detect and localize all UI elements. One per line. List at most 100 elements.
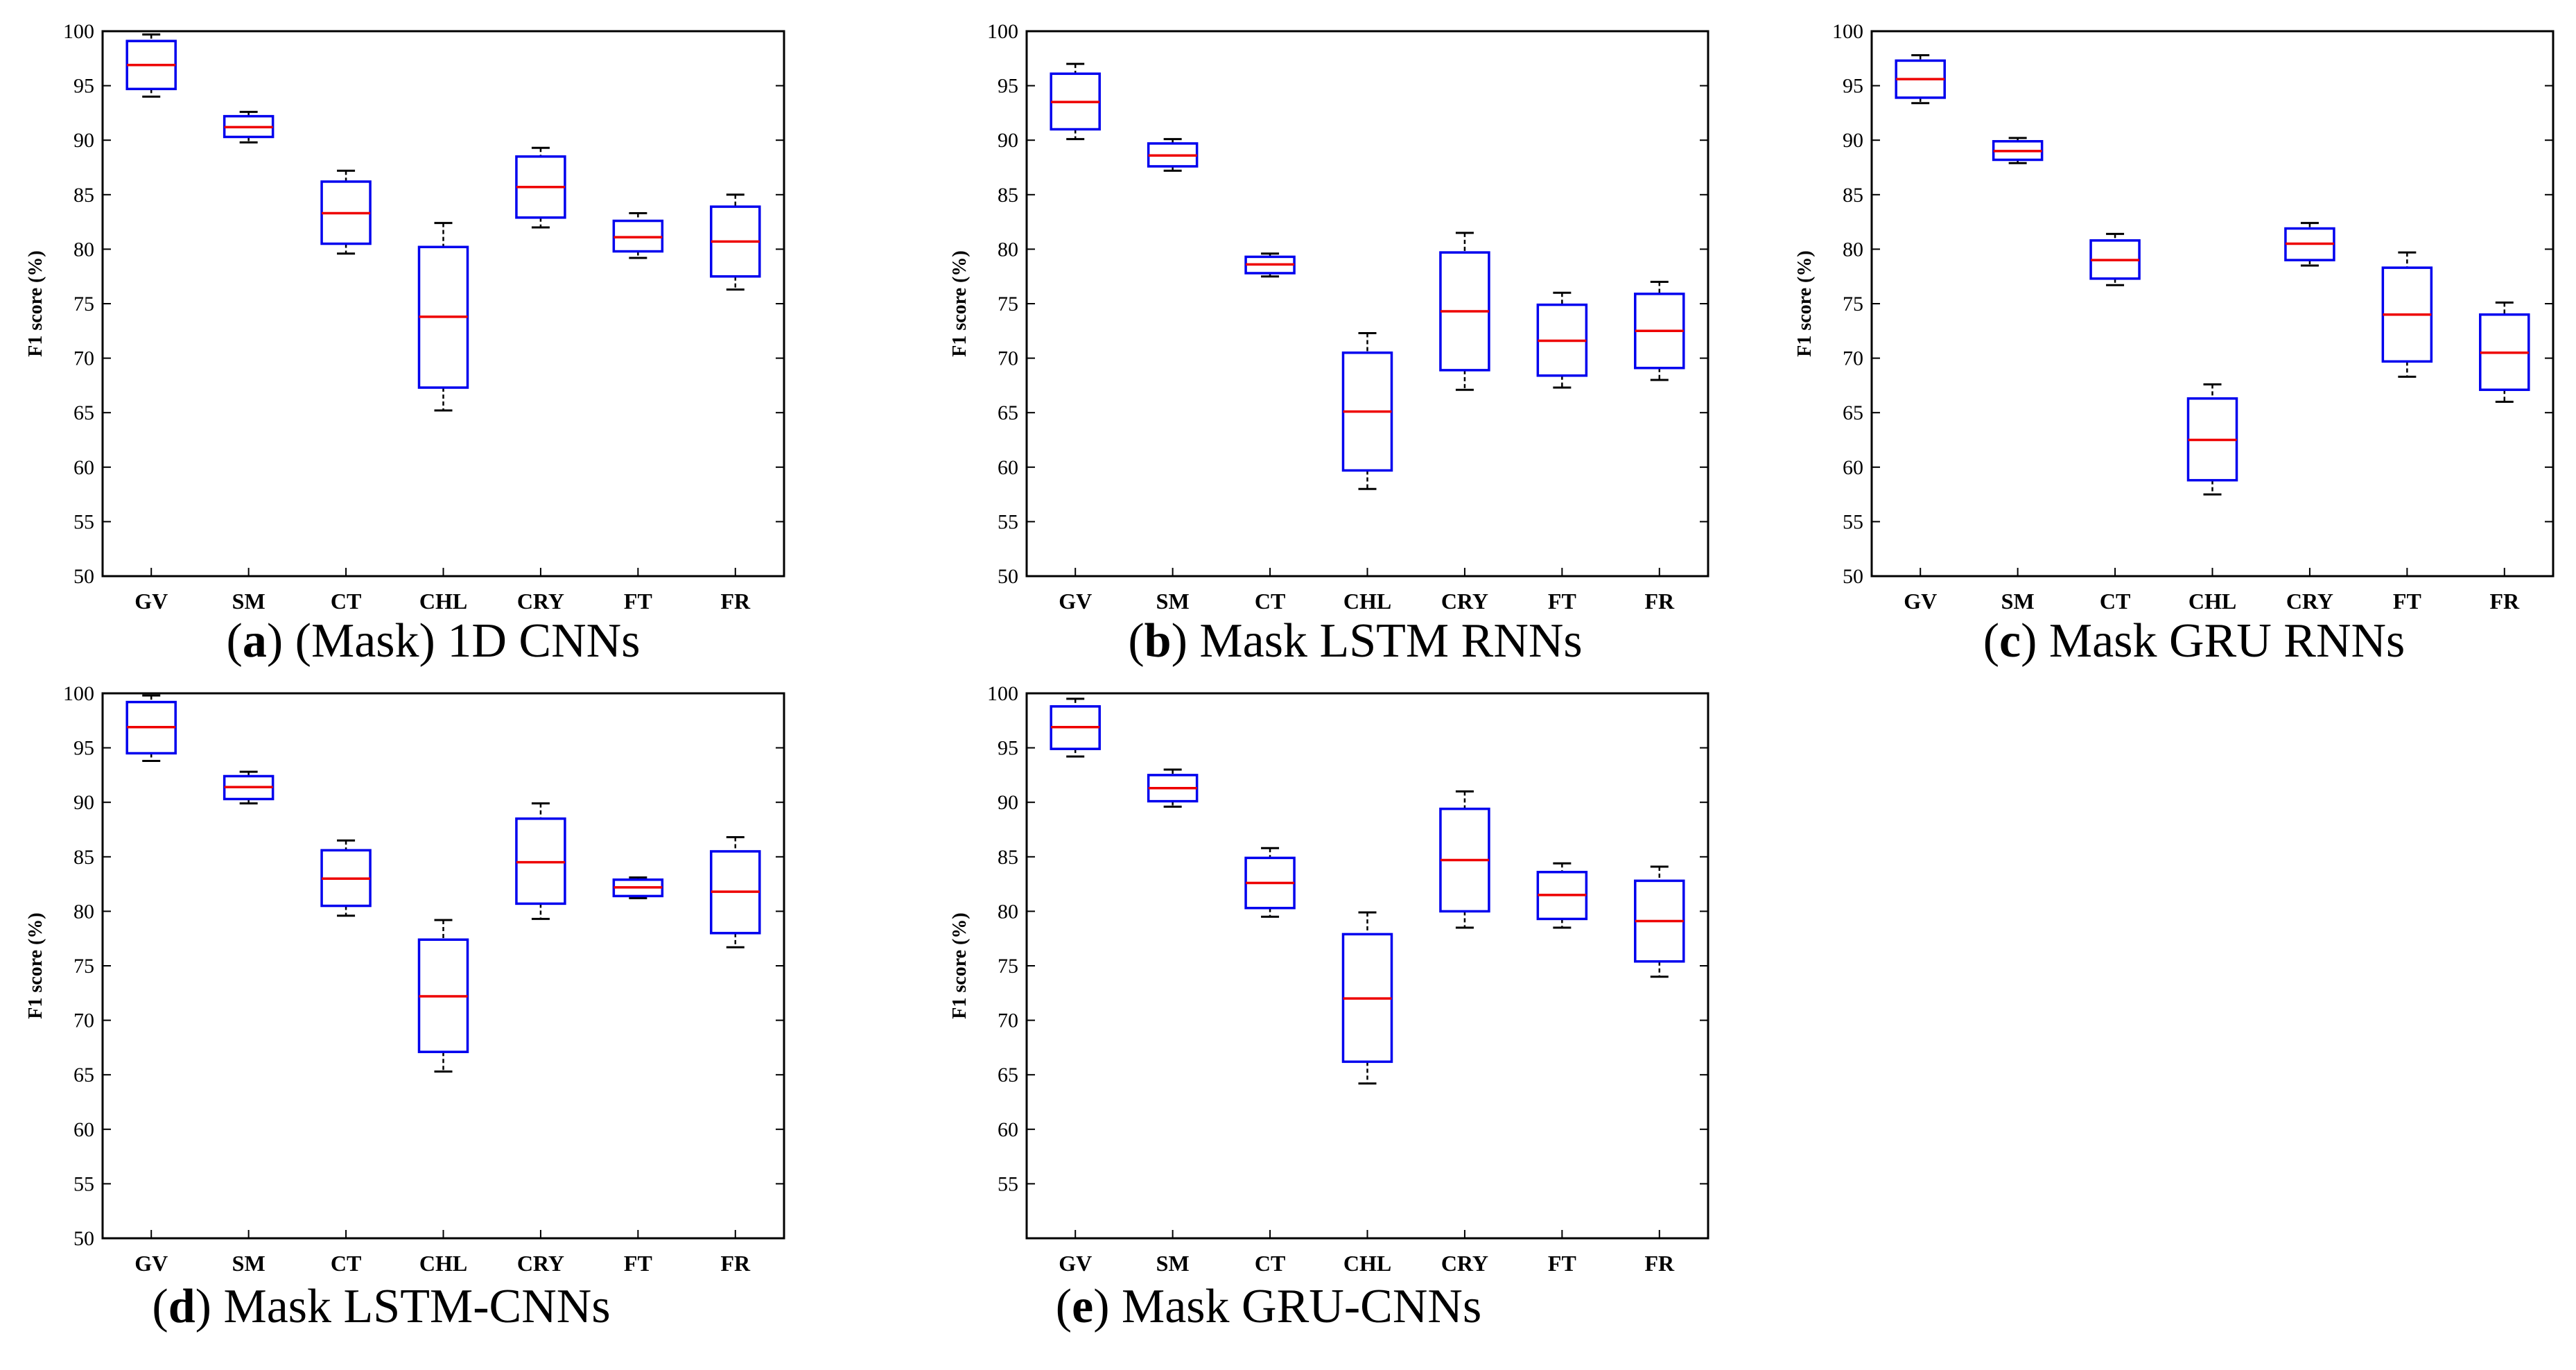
panel-c-ytick-label: 60	[1843, 456, 1863, 479]
panel-e-ytick-label: 70	[998, 1009, 1018, 1032]
panel-e-xtick-label-ft: FT	[1548, 1251, 1576, 1276]
panel-b-caption: (b) Mask LSTM RNNs	[1128, 614, 1583, 668]
panel-d-ytick-label: 100	[63, 682, 94, 705]
panel-d-ytick-label: 90	[73, 791, 94, 814]
panel-c-ylabel: F1 score (%)	[1794, 250, 1816, 356]
panel-d-title: ) Mask LSTM-CNNs	[195, 1280, 611, 1333]
panel-c-ytick-label: 95	[1843, 75, 1863, 98]
panel-b-xtick-label-fr: FR	[1644, 589, 1675, 614]
panel-d-box-gv	[125, 694, 177, 762]
panel-c-ytick-label: 90	[1843, 129, 1863, 152]
panel-e-xtick-label-sm: SM	[1156, 1251, 1190, 1276]
panel-b-title: ) Mask LSTM RNNs	[1171, 614, 1583, 668]
panel-d-ytick-label: 75	[73, 955, 94, 978]
panel-e-xtick-label-cry: CRY	[1441, 1251, 1488, 1276]
panel-e-xtick-label-chl: CHL	[1343, 1251, 1391, 1276]
panel-d-box-ft	[612, 876, 664, 900]
panel-c-xtick-label-sm: SM	[2001, 589, 2035, 614]
panel-b-ytick-label: 60	[998, 456, 1018, 479]
panel-b-xtick-label-cry: CRY	[1441, 589, 1488, 614]
panel-e-box-chl	[1341, 911, 1393, 1085]
panel-d-ytick-label: 50	[73, 1227, 94, 1250]
panel-c-xtick-label-fr: FR	[2489, 589, 2520, 614]
panel-a-ytick-label: 65	[73, 401, 94, 424]
panel-b-box-ft	[1536, 291, 1588, 389]
panel-e-xtick-label-ct: CT	[1255, 1251, 1285, 1276]
panel-b-box-ct	[1244, 252, 1296, 278]
panel-e-letter: e	[1072, 1280, 1094, 1333]
panel-b-ylabel: F1 score (%)	[949, 250, 971, 356]
panel-a-ytick-label: 95	[73, 75, 94, 98]
panel-a-xtick-label-fr: FR	[720, 589, 751, 614]
panel-b-xtick-label-gv: GV	[1059, 589, 1092, 614]
panel-e-ytick-label: 90	[998, 791, 1018, 814]
panel-d-xtick-label-gv: GV	[134, 1251, 168, 1276]
panel-d-ytick-label: 65	[73, 1064, 94, 1086]
panel-d-box-sm	[223, 770, 275, 805]
panel-e-title: ) Mask GRU-CNNs	[1093, 1280, 1482, 1333]
panel-c-xtick-label-ft: FT	[2393, 589, 2421, 614]
panel-e-ytick-label: 65	[998, 1064, 1018, 1086]
panel-c-box-gv	[1895, 54, 1946, 105]
panel-e-box-gv	[1050, 697, 1101, 758]
panel-e-chart: 55 60 65 70 75 80 85 90 95 100 F1 score (%) GV SM CT C…	[949, 682, 1709, 1276]
panel-b-xtick-label-chl: CHL	[1343, 589, 1391, 614]
panel-d-ytick-label: 85	[73, 846, 94, 869]
panel-a-ytick-label: 70	[73, 347, 94, 370]
panel-e-ytick-label: 60	[998, 1118, 1018, 1141]
panel-c-ytick-label: 75	[1843, 293, 1863, 315]
panel-c-box-chl	[2186, 383, 2238, 496]
panel-e-ytick-label: 100	[987, 682, 1018, 705]
panel-a-ytick-label: 80	[73, 238, 94, 261]
panel-a-box-ct	[320, 169, 372, 255]
panel-d-ytick-label: 55	[73, 1172, 94, 1195]
panel-a-xtick-label-ct: CT	[331, 589, 361, 614]
panel-c-caption: (c) Mask GRU RNNs	[1983, 614, 2405, 668]
panel-a-box-ft	[612, 212, 664, 259]
panel-c-ytick-label: 100	[1832, 20, 1863, 43]
panel-e-xtick-label-fr: FR	[1644, 1251, 1675, 1276]
panel-b-box-cry	[1439, 232, 1490, 391]
panel-d-chart: 50 55 60 65 70 75 80 85 90 95 100 F1 score (%) GV SM C…	[25, 682, 785, 1276]
panel-a-box-sm	[223, 110, 275, 144]
panel-b-ytick-label: 95	[998, 75, 1018, 98]
panel-d-box-cry	[515, 802, 566, 920]
panel-d-letter: d	[168, 1280, 195, 1333]
panel-c-xtick-label-cry: CRY	[2286, 589, 2333, 614]
panel-d-box-chl	[417, 919, 469, 1073]
panel-c-chart: 50 55 60 65 70 75 80 85 90 95 100 F1 score (%) GV SM C…	[1794, 20, 2555, 614]
panel-a-ytick-label: 90	[73, 129, 94, 152]
panel-d-xtick-label-fr: FR	[720, 1251, 751, 1276]
panel-a-box-cry	[515, 146, 566, 229]
panel-c-xtick-label-ct: CT	[2100, 589, 2130, 614]
panel-b-ytick-label: 75	[998, 293, 1018, 315]
panel-d-plot-frame	[101, 692, 785, 1240]
panel-a-caption: (a) (Mask) 1D CNNs	[226, 614, 641, 668]
panel-e-ytick-label: 55	[998, 1172, 1018, 1195]
panel-e-ytick-label: 75	[998, 955, 1018, 978]
panel-b-ytick-label: 80	[998, 238, 1018, 261]
panel-b-box-chl	[1341, 331, 1393, 490]
panel-a-xtick-label-sm: SM	[232, 589, 266, 614]
panel-c-letter: c	[1999, 614, 2021, 668]
panel-e-xtick-label-gv: GV	[1059, 1251, 1092, 1276]
panel-d-ytick-label: 70	[73, 1009, 94, 1032]
panel-e-box-ct	[1244, 847, 1296, 918]
panel-a-ylabel: F1 score (%)	[25, 250, 46, 356]
panel-e-ytick-label: 80	[998, 900, 1018, 923]
panel-b-ytick-label: 85	[998, 184, 1018, 207]
panel-b-chart: 50 55 60 65 70 75 80 85 90 95 100 F1 score (%) GV SM C…	[949, 20, 1709, 614]
panel-c-ytick-label: 80	[1843, 238, 1863, 261]
panel-b-plot-frame	[1025, 30, 1709, 578]
panel-d-box-ct	[320, 839, 372, 917]
panel-d-xtick-label-ft: FT	[624, 1251, 652, 1276]
panel-d-ytick-label: 95	[73, 737, 94, 760]
panel-d-xtick-label-sm: SM	[232, 1251, 266, 1276]
panel-a-box-fr	[710, 193, 761, 291]
panel-d-ytick-label: 80	[73, 900, 94, 923]
panel-b-xtick-label-sm: SM	[1156, 589, 1190, 614]
panel-c-ytick-label: 65	[1843, 401, 1863, 424]
panel-a-chart: 50 55 60 65 70 75 80 85 90 95 100 F1 score (%) GV SM C…	[25, 20, 785, 614]
panel-b-ytick-label: 65	[998, 401, 1018, 424]
panel-a-xtick-label-gv: GV	[134, 589, 168, 614]
